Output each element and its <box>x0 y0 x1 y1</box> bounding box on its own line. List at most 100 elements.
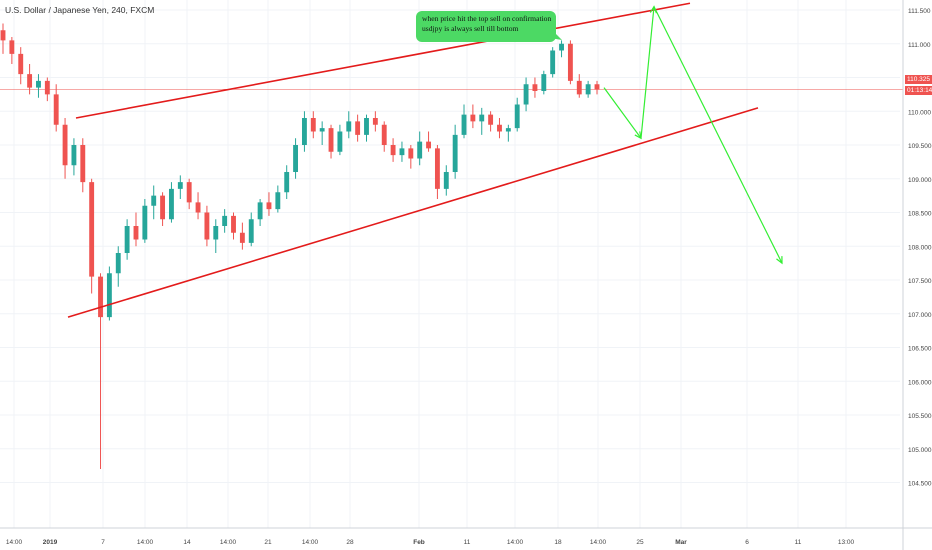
candle-body <box>222 215 228 226</box>
candle-body <box>89 182 95 277</box>
y-tick-label: 109.500 <box>908 143 932 150</box>
y-tick-label: 106.500 <box>908 346 932 353</box>
candle-body <box>186 182 192 203</box>
y-tick-label: 106.000 <box>908 379 932 386</box>
x-tick-label: 14:00 <box>220 539 237 546</box>
projection-arrow <box>603 87 642 139</box>
x-tick-label: 11 <box>464 539 471 546</box>
candle-body <box>62 124 68 166</box>
symbol-title: U.S. Dollar / Japanese Yen, 240, FXCM <box>5 5 155 15</box>
y-tick-label: 104.500 <box>908 481 932 488</box>
candle-body <box>426 141 431 149</box>
candle-body <box>576 80 582 95</box>
candle-body <box>257 202 263 220</box>
countdown-tag: 01:13:14 <box>905 86 932 95</box>
candle-body <box>36 80 41 88</box>
candle-body <box>390 145 396 156</box>
candle-body <box>408 148 414 159</box>
candle-body <box>488 114 494 125</box>
candle-body <box>248 219 254 243</box>
candle-body <box>275 192 281 210</box>
x-tick-label: 6 <box>745 539 749 546</box>
y-tick-label: 107.500 <box>908 278 932 285</box>
y-tick-label: 110.000 <box>908 109 931 116</box>
x-tick-label: 14:00 <box>507 539 524 546</box>
candle-body <box>177 182 183 189</box>
x-tick-label: 28 <box>346 539 354 546</box>
candle-body <box>399 148 405 156</box>
candle-body <box>142 205 148 240</box>
candle-body <box>523 84 529 105</box>
candle-body <box>381 124 387 145</box>
candle-body <box>337 131 343 152</box>
x-tick-label: Feb <box>413 539 425 546</box>
candle-body <box>266 202 272 210</box>
candle-body <box>550 50 556 75</box>
candle-body <box>98 276 103 318</box>
candles <box>0 23 600 469</box>
x-tick-label: 14:00 <box>137 539 154 546</box>
x-tick-label: Mar <box>675 539 687 546</box>
candle-body <box>213 226 219 240</box>
x-tick-label: 14 <box>183 539 191 546</box>
candle-body <box>124 226 130 253</box>
candle-body <box>231 215 236 233</box>
candle-body <box>151 195 157 206</box>
candle-body <box>594 84 600 90</box>
candle-body <box>497 124 502 132</box>
channel-lower-line <box>67 107 759 318</box>
candle-body <box>567 43 573 81</box>
candle-body <box>319 128 325 132</box>
candle-body <box>115 253 121 274</box>
candle-body <box>328 128 334 152</box>
candle-body <box>106 273 112 318</box>
candle-body <box>27 74 33 88</box>
annotation-note: when price hit the top sell on confirmat… <box>416 11 556 42</box>
candle-body <box>443 172 449 189</box>
channel-upper-line <box>75 2 691 119</box>
candle-body <box>53 94 59 125</box>
projection-arrow <box>653 6 783 264</box>
candle-body <box>204 212 210 240</box>
y-tick-label: 109.000 <box>908 177 932 184</box>
candle-body <box>310 118 316 132</box>
x-tick-label: 25 <box>636 539 644 546</box>
candle-body <box>284 172 290 193</box>
annotation-line-2: usdjpy is always sell till bottom <box>422 24 519 33</box>
x-tick-label: 14:00 <box>6 539 23 546</box>
candle-body <box>372 118 378 125</box>
y-tick-label: 105.500 <box>908 413 932 420</box>
x-tick-label: 2019 <box>43 539 58 546</box>
candle-body <box>301 118 307 145</box>
candle-body <box>80 145 86 183</box>
candle-body <box>44 80 50 95</box>
drawings <box>67 2 783 318</box>
candle-body <box>195 202 201 213</box>
candle-body <box>71 145 77 166</box>
candle-body <box>417 141 423 159</box>
candle-body <box>355 121 361 135</box>
annotation-line-1: when price hit the top sell on confirmat… <box>422 14 552 23</box>
x-tick-label: 18 <box>554 539 562 546</box>
candle-body <box>461 114 467 135</box>
x-tick-label: 21 <box>264 539 272 546</box>
candle-body <box>239 232 245 243</box>
candle-body <box>364 118 369 135</box>
candle-body <box>585 84 591 95</box>
x-tick-label: 11 <box>795 539 802 546</box>
candle-body <box>18 53 24 75</box>
y-tick-label: 111.000 <box>908 42 931 49</box>
x-tick-label: 14:00 <box>302 539 319 546</box>
arrow-head <box>776 256 783 265</box>
candle-body <box>541 74 547 91</box>
candle-body <box>479 114 485 122</box>
x-tick-label: 7 <box>101 539 105 546</box>
candle-body <box>434 148 440 189</box>
candle-body <box>532 84 538 91</box>
y-tick-label: 108.500 <box>908 211 932 218</box>
candle-body <box>559 43 564 51</box>
y-tick-label: 108.000 <box>908 244 932 251</box>
candle-body <box>293 145 299 172</box>
